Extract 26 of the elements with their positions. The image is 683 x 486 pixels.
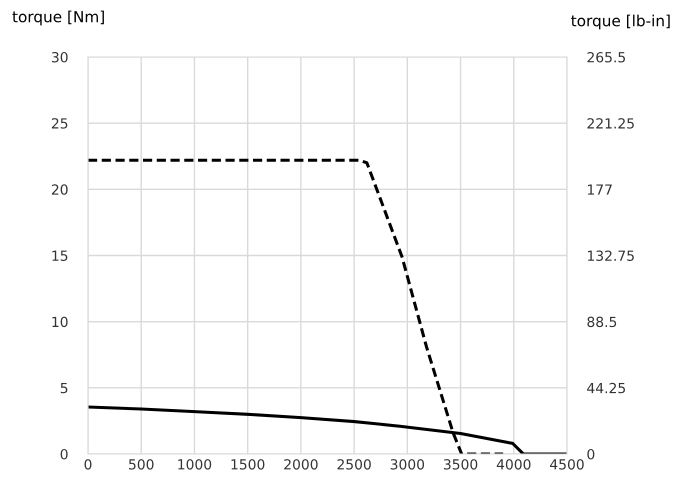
x-tick-label: 3500 — [444, 459, 478, 470]
y2-tick-label: 44.25 — [587, 382, 625, 394]
x-tick-label: 2000 — [284, 459, 318, 470]
x-tick-label: 1500 — [232, 459, 264, 470]
y2-tick-label: 265.5 — [587, 52, 625, 62]
y-tick-label: 25 — [52, 118, 68, 129]
x-tick-label: 500 — [129, 459, 154, 470]
y2-tick-label: 0 — [587, 448, 594, 460]
x-tick-label: 4500 — [550, 459, 584, 470]
y-axis-title: torque [Nm] — [12, 10, 104, 26]
y-tick-label: 10 — [52, 316, 68, 328]
y-tick-label: 5 — [60, 382, 68, 394]
y-tick-label: 0 — [60, 448, 68, 460]
x-tick-label: 3000 — [390, 459, 424, 470]
y2-tick-label: 221.25 — [587, 118, 634, 129]
x-tick-label: 1000 — [178, 459, 212, 470]
y-tick-label: 15 — [52, 250, 68, 261]
y2-tick-label: 177 — [588, 184, 612, 195]
y-tick-label: 30 — [52, 52, 68, 62]
y-tick-label: 20 — [52, 184, 68, 195]
x-tick-label: 4000 — [496, 459, 531, 470]
y2-tick-label: 132.75 — [588, 250, 634, 261]
x-tick-label: 2500 — [337, 459, 371, 470]
y2-tick-label: 88.5 — [587, 316, 616, 328]
x-tick-label: 0 — [84, 459, 92, 470]
y2-axis-title: torque [lb-in] — [571, 14, 670, 30]
